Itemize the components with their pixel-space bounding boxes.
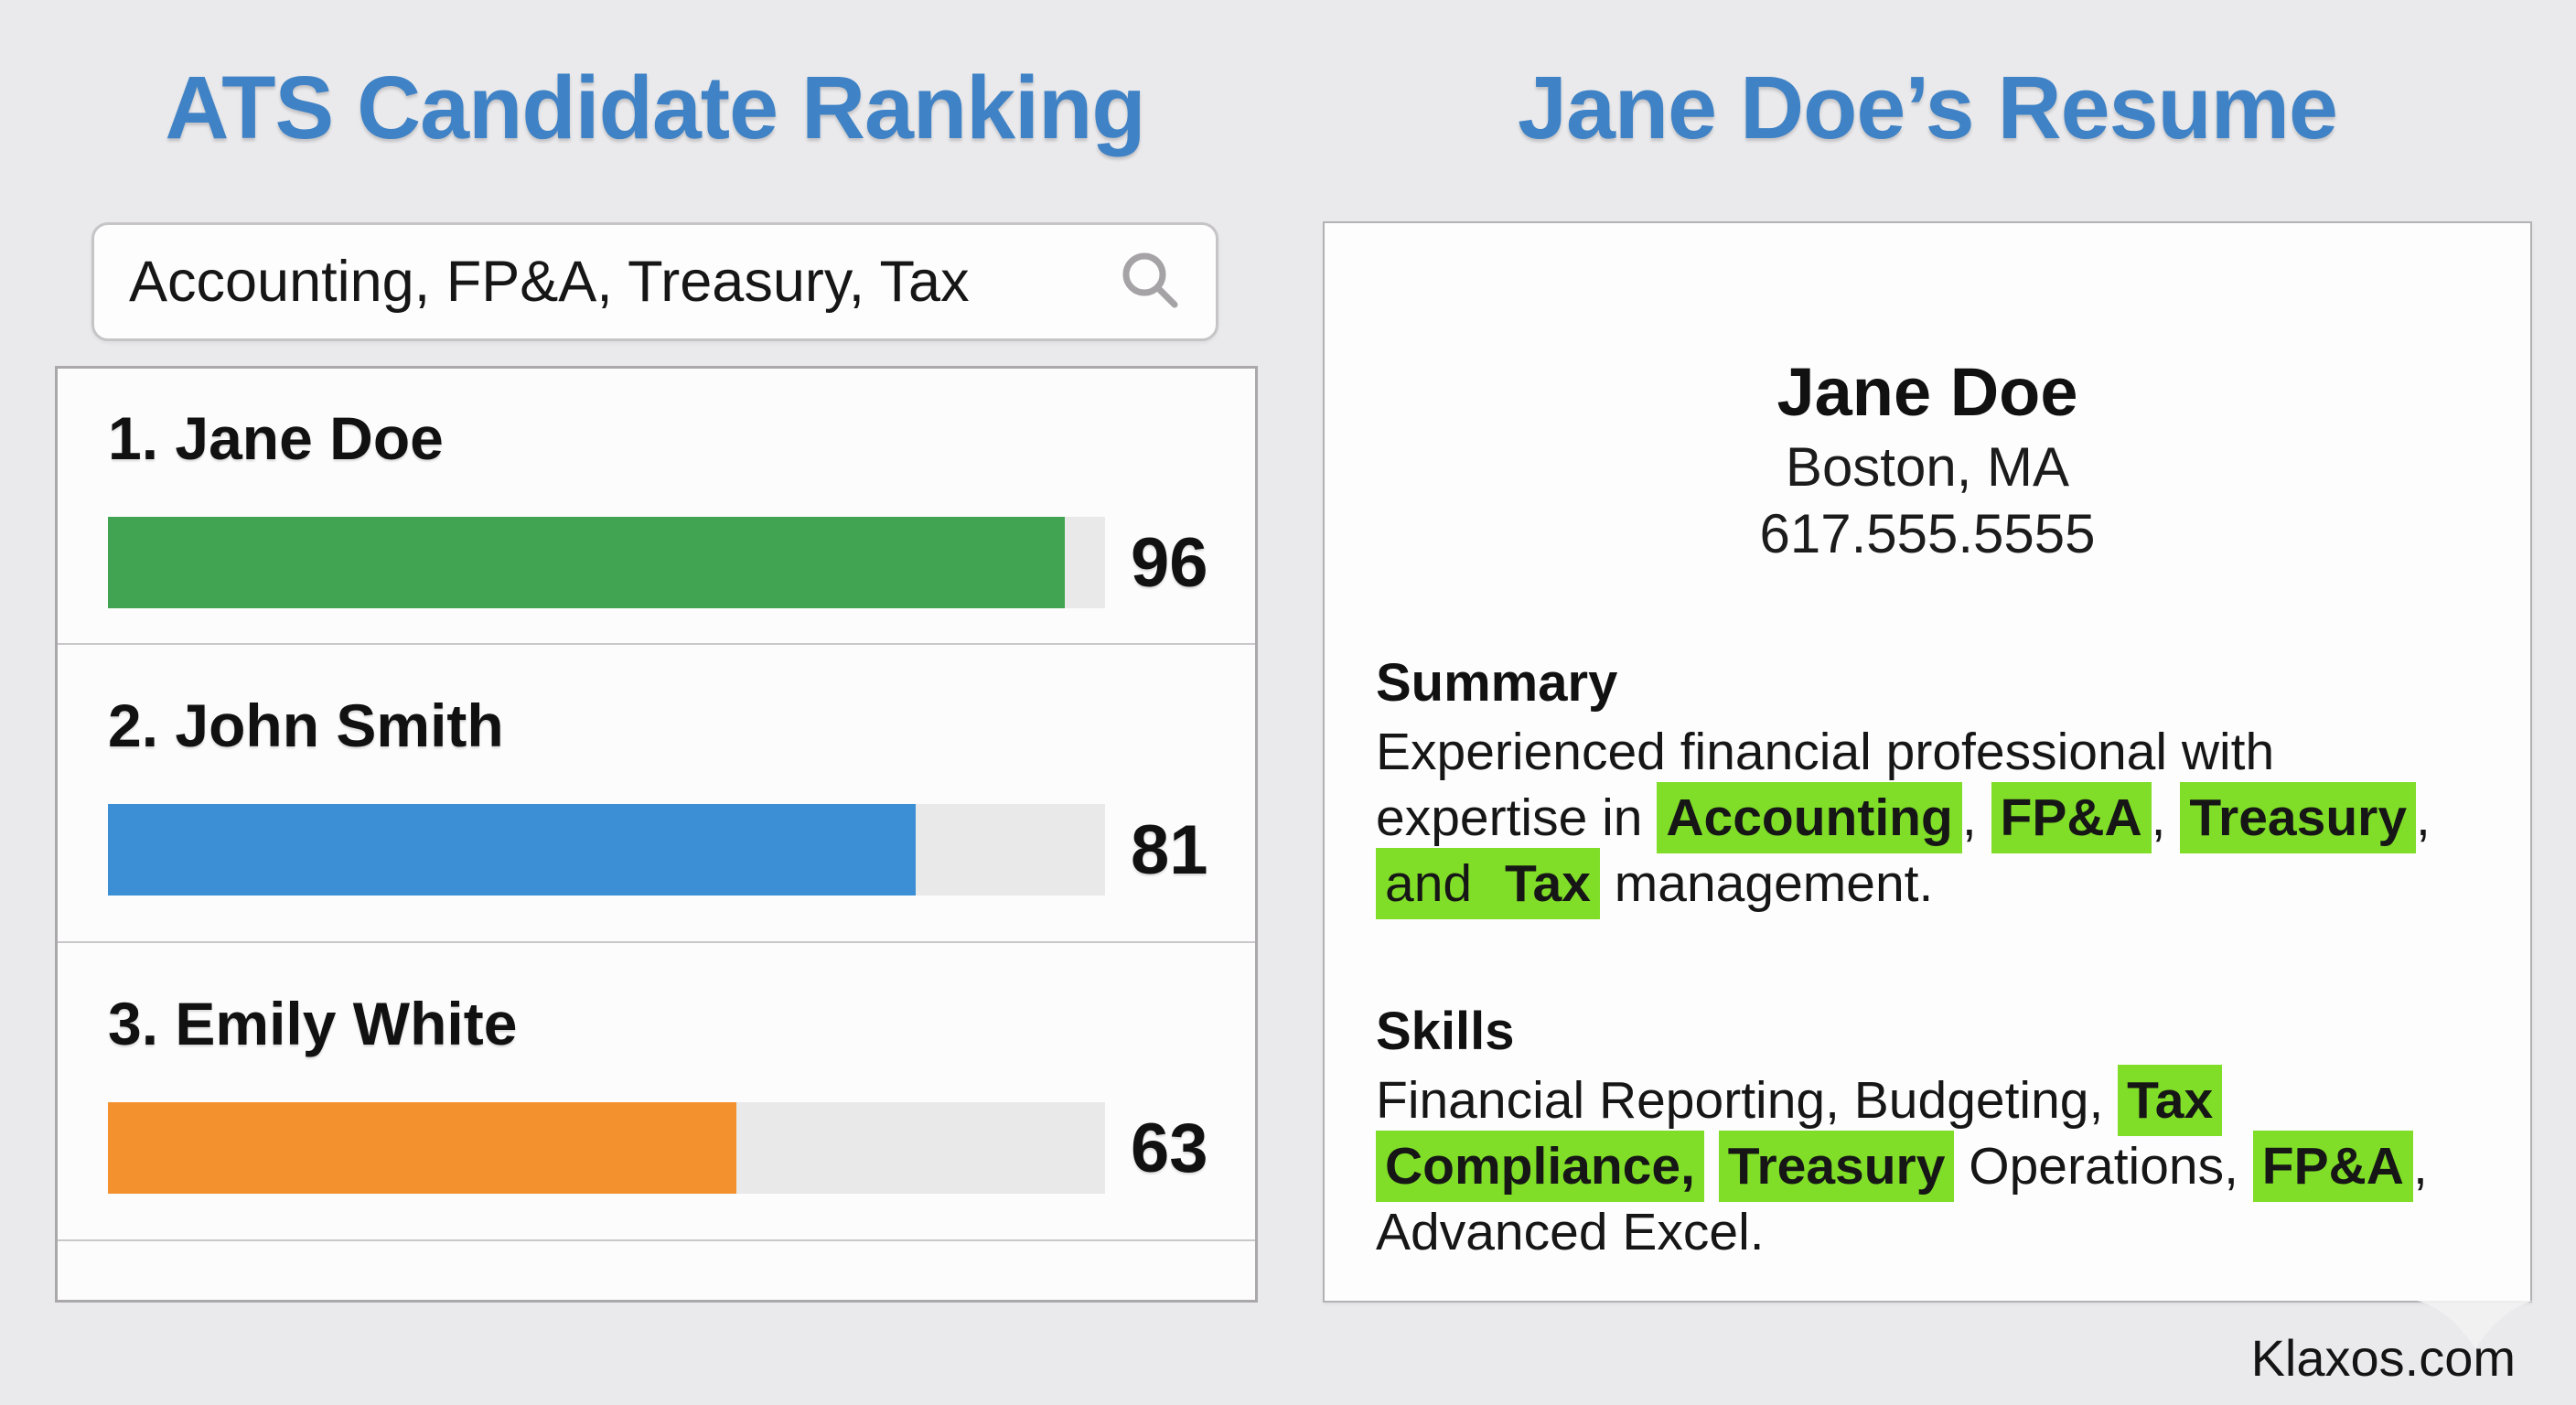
candidate-row[interactable]: 1. Jane Doe 96 bbox=[58, 369, 1255, 643]
score-bar: 96 bbox=[108, 517, 1228, 608]
text-segment: , bbox=[2416, 788, 2431, 847]
text-segment: management. bbox=[1599, 853, 1934, 913]
search-icon[interactable] bbox=[1117, 247, 1183, 317]
text-segment bbox=[1704, 1137, 1719, 1196]
candidate-label: 3. Emily White bbox=[108, 990, 518, 1057]
section-body: Experienced financial professional with … bbox=[1376, 719, 2479, 919]
candidate-row[interactable]: 3. Emily White 63 bbox=[58, 941, 1255, 1239]
candidate-row[interactable]: 2. John Smith 81 bbox=[58, 643, 1255, 941]
score-bar-track bbox=[108, 804, 1105, 896]
candidate-label: 2. John Smith bbox=[108, 692, 504, 759]
score-bar: 63 bbox=[108, 1102, 1228, 1194]
candidate-bar-fill bbox=[108, 804, 916, 896]
text-segment: Advanced Excel. bbox=[1376, 1202, 1765, 1261]
highlighted-keyword: Tax bbox=[2118, 1064, 2223, 1136]
highlighted-keyword: Treasury bbox=[1718, 1130, 1955, 1202]
section-heading: Summary bbox=[1376, 652, 1618, 713]
candidate-score: 81 bbox=[1131, 810, 1208, 889]
candidate-rows: 1. Jane Doe 96 2. John Smith 81 3. Emily… bbox=[58, 369, 1255, 1239]
candidate-bar-fill bbox=[108, 517, 1066, 608]
text-segment: Financial Reporting, Budgeting, bbox=[1376, 1070, 2119, 1130]
highlighted-keyword: FP&A bbox=[2252, 1130, 2413, 1202]
highlighted-keyword: Compliance, bbox=[1376, 1130, 1704, 1202]
resume-card: Jane Doe Boston, MA 617.555.5555 Summary… bbox=[1323, 221, 2532, 1303]
text-segment: Experienced financial professional with … bbox=[1376, 722, 2275, 847]
candidate-ranking-list: 1. Jane Doe 96 2. John Smith 81 3. Emily… bbox=[55, 366, 1258, 1303]
highlighted-keyword: FP&A bbox=[1991, 781, 2152, 853]
section-heading: Skills bbox=[1376, 1001, 1515, 1061]
search-input[interactable] bbox=[127, 248, 1099, 316]
resume-title: Jane Doe’s Resume bbox=[1518, 58, 2338, 157]
score-bar-track bbox=[108, 1102, 1105, 1194]
text-segment: , bbox=[1961, 788, 1991, 847]
brand-watermark: Klaxos.com bbox=[2250, 1329, 2516, 1387]
score-bar-track bbox=[108, 517, 1105, 608]
empty-row bbox=[58, 1239, 1255, 1298]
highlighted-keyword: Tax bbox=[1495, 847, 1600, 919]
resume-sections: Summary Experienced financial profession… bbox=[1325, 652, 2530, 1265]
text-segment: , bbox=[2151, 788, 2181, 847]
highlighted-keyword: Treasury bbox=[2180, 781, 2417, 853]
score-bar: 81 bbox=[108, 804, 1228, 896]
resume-location: Boston, MA bbox=[1785, 436, 2070, 499]
highlighted-keyword: and bbox=[1376, 847, 1496, 919]
resume-section: Skills Financial Reporting, Budgeting, T… bbox=[1376, 1001, 2479, 1265]
resume-candidate-name: Jane Doe bbox=[1776, 354, 2078, 430]
text-segment: , bbox=[2412, 1136, 2428, 1196]
candidate-score: 96 bbox=[1131, 523, 1208, 602]
candidate-score: 63 bbox=[1131, 1109, 1208, 1187]
keyword-search-box[interactable] bbox=[91, 222, 1218, 341]
candidate-bar-fill bbox=[108, 1102, 736, 1194]
text-segment: Operations, bbox=[1954, 1136, 2253, 1196]
section-body: Financial Reporting, Budgeting, Tax Comp… bbox=[1376, 1064, 2479, 1265]
speech-bubble-tail-icon bbox=[2417, 1301, 2534, 1353]
resume-phone: 617.555.5555 bbox=[1759, 503, 2096, 565]
highlighted-keyword: Accounting bbox=[1657, 781, 1962, 853]
resume-header: Jane Doe Boston, MA 617.555.5555 bbox=[1325, 351, 2530, 568]
resume-section: Summary Experienced financial profession… bbox=[1376, 652, 2479, 919]
ats-ranking-title: ATS Candidate Ranking bbox=[165, 58, 1145, 157]
candidate-label: 1. Jane Doe bbox=[108, 404, 444, 472]
